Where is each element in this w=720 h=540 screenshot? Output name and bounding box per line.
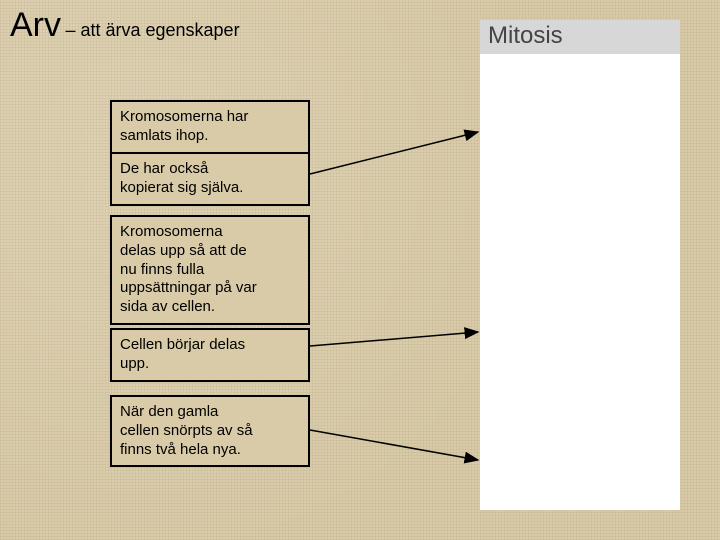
panel-heading: Mitosis [480,20,680,54]
text-box-3-line-1: upp. [120,355,300,374]
arrow-0 [310,132,478,174]
title-main: Arv [10,6,61,44]
text-box-1: De har ocksåkopierat sig själva. [110,152,310,206]
text-box-2-line-1: delas upp så att de [120,242,300,261]
text-box-0-line-1: samlats ihop. [120,127,300,146]
text-box-4: När den gamlacellen snörpts av såfinns t… [110,395,310,467]
text-box-4-line-1: cellen snörpts av så [120,422,300,441]
text-box-2-line-2: nu finns fulla [120,261,300,280]
text-box-0-line-0: Kromosomerna har [120,108,300,127]
arrow-1 [310,332,478,346]
text-box-1-line-1: kopierat sig själva. [120,179,300,198]
text-box-2: Kromosomernadelas upp så att denu finns … [110,215,310,325]
text-box-4-line-2: finns två hela nya. [120,441,300,460]
text-box-0: Kromosomerna harsamlats ihop. [110,100,310,154]
text-box-3: Cellen börjar delasupp. [110,328,310,382]
text-box-3-line-0: Cellen börjar delas [120,336,300,355]
arrow-2 [310,430,478,460]
text-box-2-line-4: sida av cellen. [120,298,300,317]
right-panel: Mitosis [480,20,680,510]
text-box-4-line-0: När den gamla [120,403,300,422]
text-box-2-line-3: uppsättningar på var [120,279,300,298]
title-sub: – att ärva egenskaper [65,20,239,40]
text-box-1-line-0: De har också [120,160,300,179]
text-box-2-line-0: Kromosomerna [120,223,300,242]
page-title: Arv – att ärva egenskaper [10,6,240,45]
